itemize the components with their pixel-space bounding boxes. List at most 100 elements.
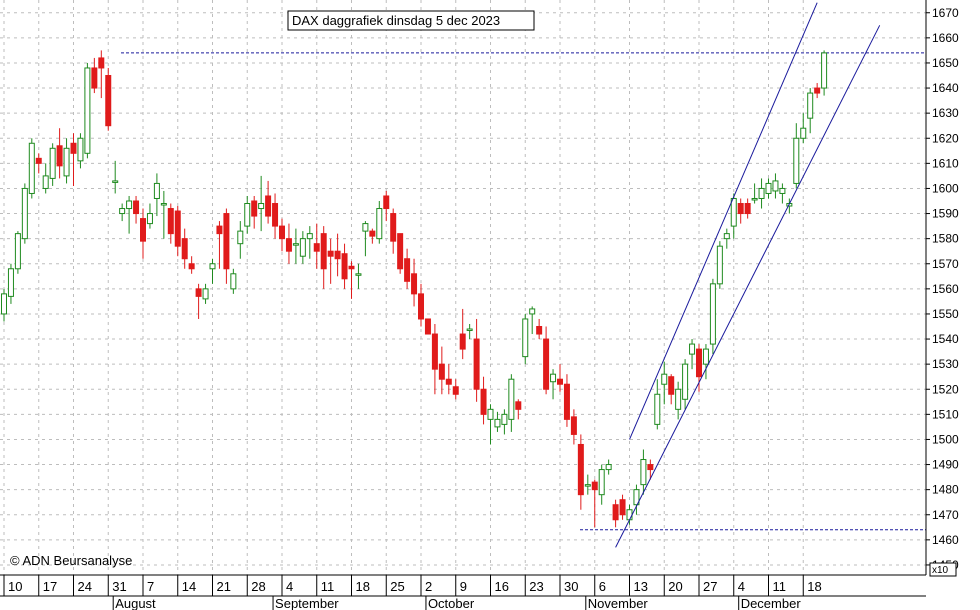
y-tick-label: 1550 bbox=[932, 307, 959, 321]
candle-body-up bbox=[160, 203, 167, 206]
candle bbox=[42, 163, 49, 194]
candle-body-down bbox=[696, 348, 702, 378]
candle-body-down bbox=[272, 203, 279, 227]
x-tick-label: 30 bbox=[564, 579, 578, 594]
candle bbox=[793, 123, 800, 189]
candle-body-down bbox=[383, 195, 390, 210]
candle bbox=[577, 434, 584, 510]
candle bbox=[563, 374, 570, 427]
candle bbox=[167, 203, 174, 244]
candle bbox=[431, 323, 438, 395]
candle bbox=[529, 306, 536, 335]
copyright-text: © ADN Beursanalyse bbox=[10, 553, 132, 568]
candle-body-down bbox=[285, 238, 292, 252]
x-tick-labels: 10 17 24 31 7 14 21 28 4 11 18 25 2 9 16 23 30 6 13 20 27 4 11… bbox=[3, 575, 822, 596]
candle bbox=[758, 178, 765, 209]
candle-body-down bbox=[133, 200, 140, 215]
candle-body-up bbox=[49, 147, 56, 179]
y-tick-label: 1640 bbox=[932, 81, 959, 95]
candle bbox=[1, 288, 7, 322]
candle bbox=[397, 233, 404, 274]
candle bbox=[21, 183, 28, 244]
candle bbox=[661, 361, 668, 405]
candle bbox=[800, 113, 807, 144]
y-tick-label: 1600 bbox=[932, 181, 959, 195]
y-tick-labels: 1450146014701480149015001510152015301540… bbox=[926, 6, 959, 572]
candle bbox=[327, 238, 334, 284]
candle-body-down bbox=[459, 333, 466, 350]
candle bbox=[7, 263, 14, 304]
candle-body-up bbox=[779, 187, 786, 194]
candle bbox=[522, 313, 529, 365]
candle-body-up bbox=[126, 200, 133, 210]
y-tick-label: 1590 bbox=[932, 207, 959, 221]
candle bbox=[570, 409, 577, 445]
candle bbox=[411, 258, 418, 307]
x-tick-label: 4 bbox=[286, 579, 293, 594]
x-tick-label: 11 bbox=[773, 579, 787, 594]
y-tick-label: 1660 bbox=[932, 31, 959, 45]
candle-body-up bbox=[7, 268, 14, 297]
candle-body-up bbox=[487, 408, 494, 420]
candle bbox=[355, 263, 362, 289]
candle bbox=[84, 62, 91, 159]
candle bbox=[362, 221, 369, 257]
candle-body-down bbox=[35, 157, 42, 164]
multiplier-box bbox=[929, 562, 957, 577]
candle-body-up bbox=[77, 137, 84, 162]
candle bbox=[285, 223, 292, 264]
x-tick-label: 10 bbox=[8, 579, 22, 594]
candle-body-down bbox=[570, 416, 577, 435]
candle-body-up bbox=[716, 245, 723, 285]
candle bbox=[675, 381, 682, 420]
candle bbox=[140, 208, 146, 259]
x-tick-label: 2 bbox=[425, 579, 432, 594]
candle bbox=[723, 228, 730, 249]
candle bbox=[702, 344, 709, 380]
candle-body-up bbox=[605, 464, 612, 471]
candle bbox=[244, 195, 251, 234]
x-tick-label: 7 bbox=[147, 579, 154, 594]
candle-body-down bbox=[577, 443, 584, 496]
candle-body-up bbox=[793, 137, 800, 184]
candle-body-down bbox=[265, 195, 272, 217]
y-tick-label: 1530 bbox=[932, 357, 959, 371]
candle bbox=[633, 484, 640, 515]
candle bbox=[91, 57, 98, 94]
candle bbox=[668, 374, 675, 405]
candle-body-up bbox=[633, 489, 640, 506]
candle bbox=[709, 278, 716, 355]
y-tick-label: 1500 bbox=[932, 432, 959, 446]
candle bbox=[814, 83, 821, 99]
candle-body-down bbox=[98, 57, 105, 69]
candle-body-down bbox=[591, 481, 598, 491]
y-tick-label: 1570 bbox=[932, 257, 959, 271]
candle bbox=[181, 228, 188, 269]
candle bbox=[209, 258, 216, 284]
candle bbox=[598, 464, 605, 505]
candle-body-down bbox=[543, 338, 550, 390]
candle bbox=[299, 231, 306, 264]
y-tick-label: 1540 bbox=[932, 332, 959, 346]
candle-body-up bbox=[661, 373, 668, 385]
candle-body-down bbox=[140, 218, 146, 242]
candle bbox=[550, 369, 557, 400]
candle bbox=[404, 248, 411, 289]
candle-body-up bbox=[244, 203, 251, 227]
candle bbox=[119, 203, 126, 222]
candle-body-down bbox=[619, 499, 626, 516]
chart-title-box bbox=[287, 10, 535, 31]
candle bbox=[174, 206, 181, 257]
candle-body-up bbox=[299, 238, 306, 257]
candle-body-up bbox=[146, 213, 153, 225]
candle bbox=[188, 256, 195, 274]
candle-body-up bbox=[584, 484, 591, 487]
candle-body-up bbox=[153, 182, 160, 199]
candle-body-down bbox=[536, 326, 543, 335]
candle-body-up bbox=[529, 308, 536, 315]
candle bbox=[105, 67, 112, 131]
grid-lines bbox=[0, 0, 926, 575]
candle-body-down bbox=[195, 288, 202, 297]
candle-body-down bbox=[397, 233, 404, 270]
candle-body-down bbox=[334, 250, 341, 260]
